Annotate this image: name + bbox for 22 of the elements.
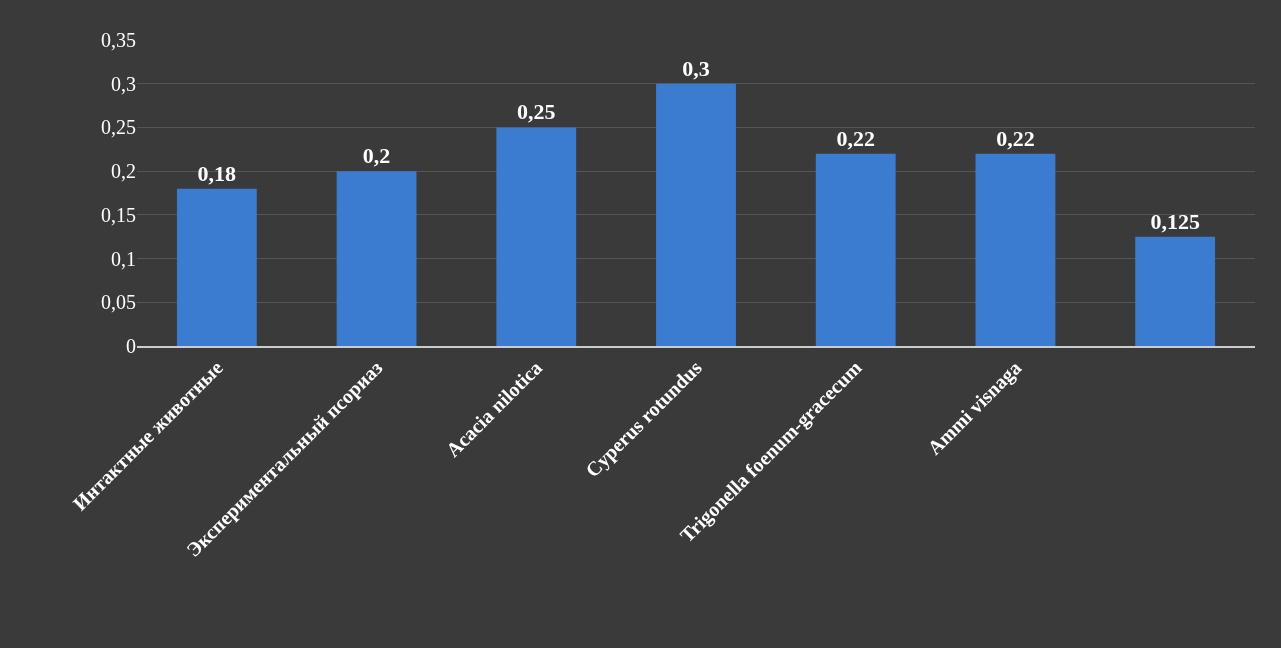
bar <box>975 153 1056 346</box>
data-label: 0,22 <box>996 125 1035 151</box>
data-label: 0,22 <box>836 125 875 151</box>
bar <box>176 188 257 346</box>
y-tick-label: 0,1 <box>111 247 136 270</box>
data-label: 0,18 <box>197 160 237 186</box>
bar <box>815 153 896 346</box>
data-label: 0,3 <box>682 55 710 81</box>
y-tick-label: 0 <box>126 335 136 357</box>
bar <box>1135 236 1216 346</box>
y-tick-label: 0,15 <box>101 203 136 226</box>
y-tick-label: 0,05 <box>101 291 136 314</box>
bar <box>496 127 577 346</box>
y-tick-label: 0,3 <box>111 72 136 95</box>
y-tick-label: 0,25 <box>101 116 136 139</box>
bar <box>336 171 417 346</box>
bar <box>656 83 736 346</box>
y-tick-label: 0,2 <box>111 160 136 183</box>
y-tick-label: 0,35 <box>101 29 136 51</box>
data-label: 0,2 <box>362 143 391 169</box>
data-label: 0,125 <box>1150 208 1200 234</box>
data-label: 0,25 <box>517 99 556 125</box>
